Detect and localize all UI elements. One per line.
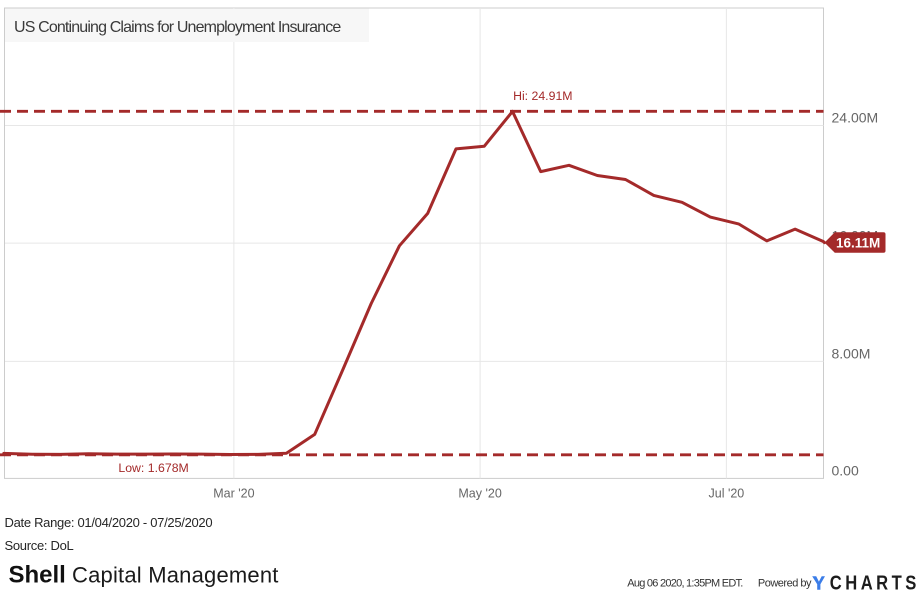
svg-text:May '20: May '20 <box>458 487 501 501</box>
svg-text:8.00M: 8.00M <box>832 346 871 362</box>
svg-text:Powered by: Powered by <box>758 577 812 589</box>
svg-text:US Continuing Claims for Unemp: US Continuing Claims for Unemployment In… <box>14 19 341 36</box>
svg-text:Jul '20: Jul '20 <box>709 487 745 501</box>
svg-text:Shell: Shell <box>9 562 66 589</box>
svg-text:Low: 1.678M: Low: 1.678M <box>118 461 188 475</box>
svg-text:24.00M: 24.00M <box>832 110 879 126</box>
svg-text:16.11M: 16.11M <box>836 235 880 250</box>
svg-text:Aug 06 2020, 1:35PM EDT.: Aug 06 2020, 1:35PM EDT. <box>627 577 743 589</box>
svg-text:CHARTS: CHARTS <box>830 571 919 594</box>
svg-text:Mar '20: Mar '20 <box>213 487 254 501</box>
svg-text:Date Range: 01/04/2020 - 07/25: Date Range: 01/04/2020 - 07/25/2020 <box>5 515 213 530</box>
svg-text:Hi: 24.91M: Hi: 24.91M <box>513 89 572 103</box>
svg-text:0.00: 0.00 <box>832 463 859 479</box>
svg-text:Source: DoL: Source: DoL <box>5 538 74 553</box>
svg-text:Capital Management: Capital Management <box>72 563 279 588</box>
